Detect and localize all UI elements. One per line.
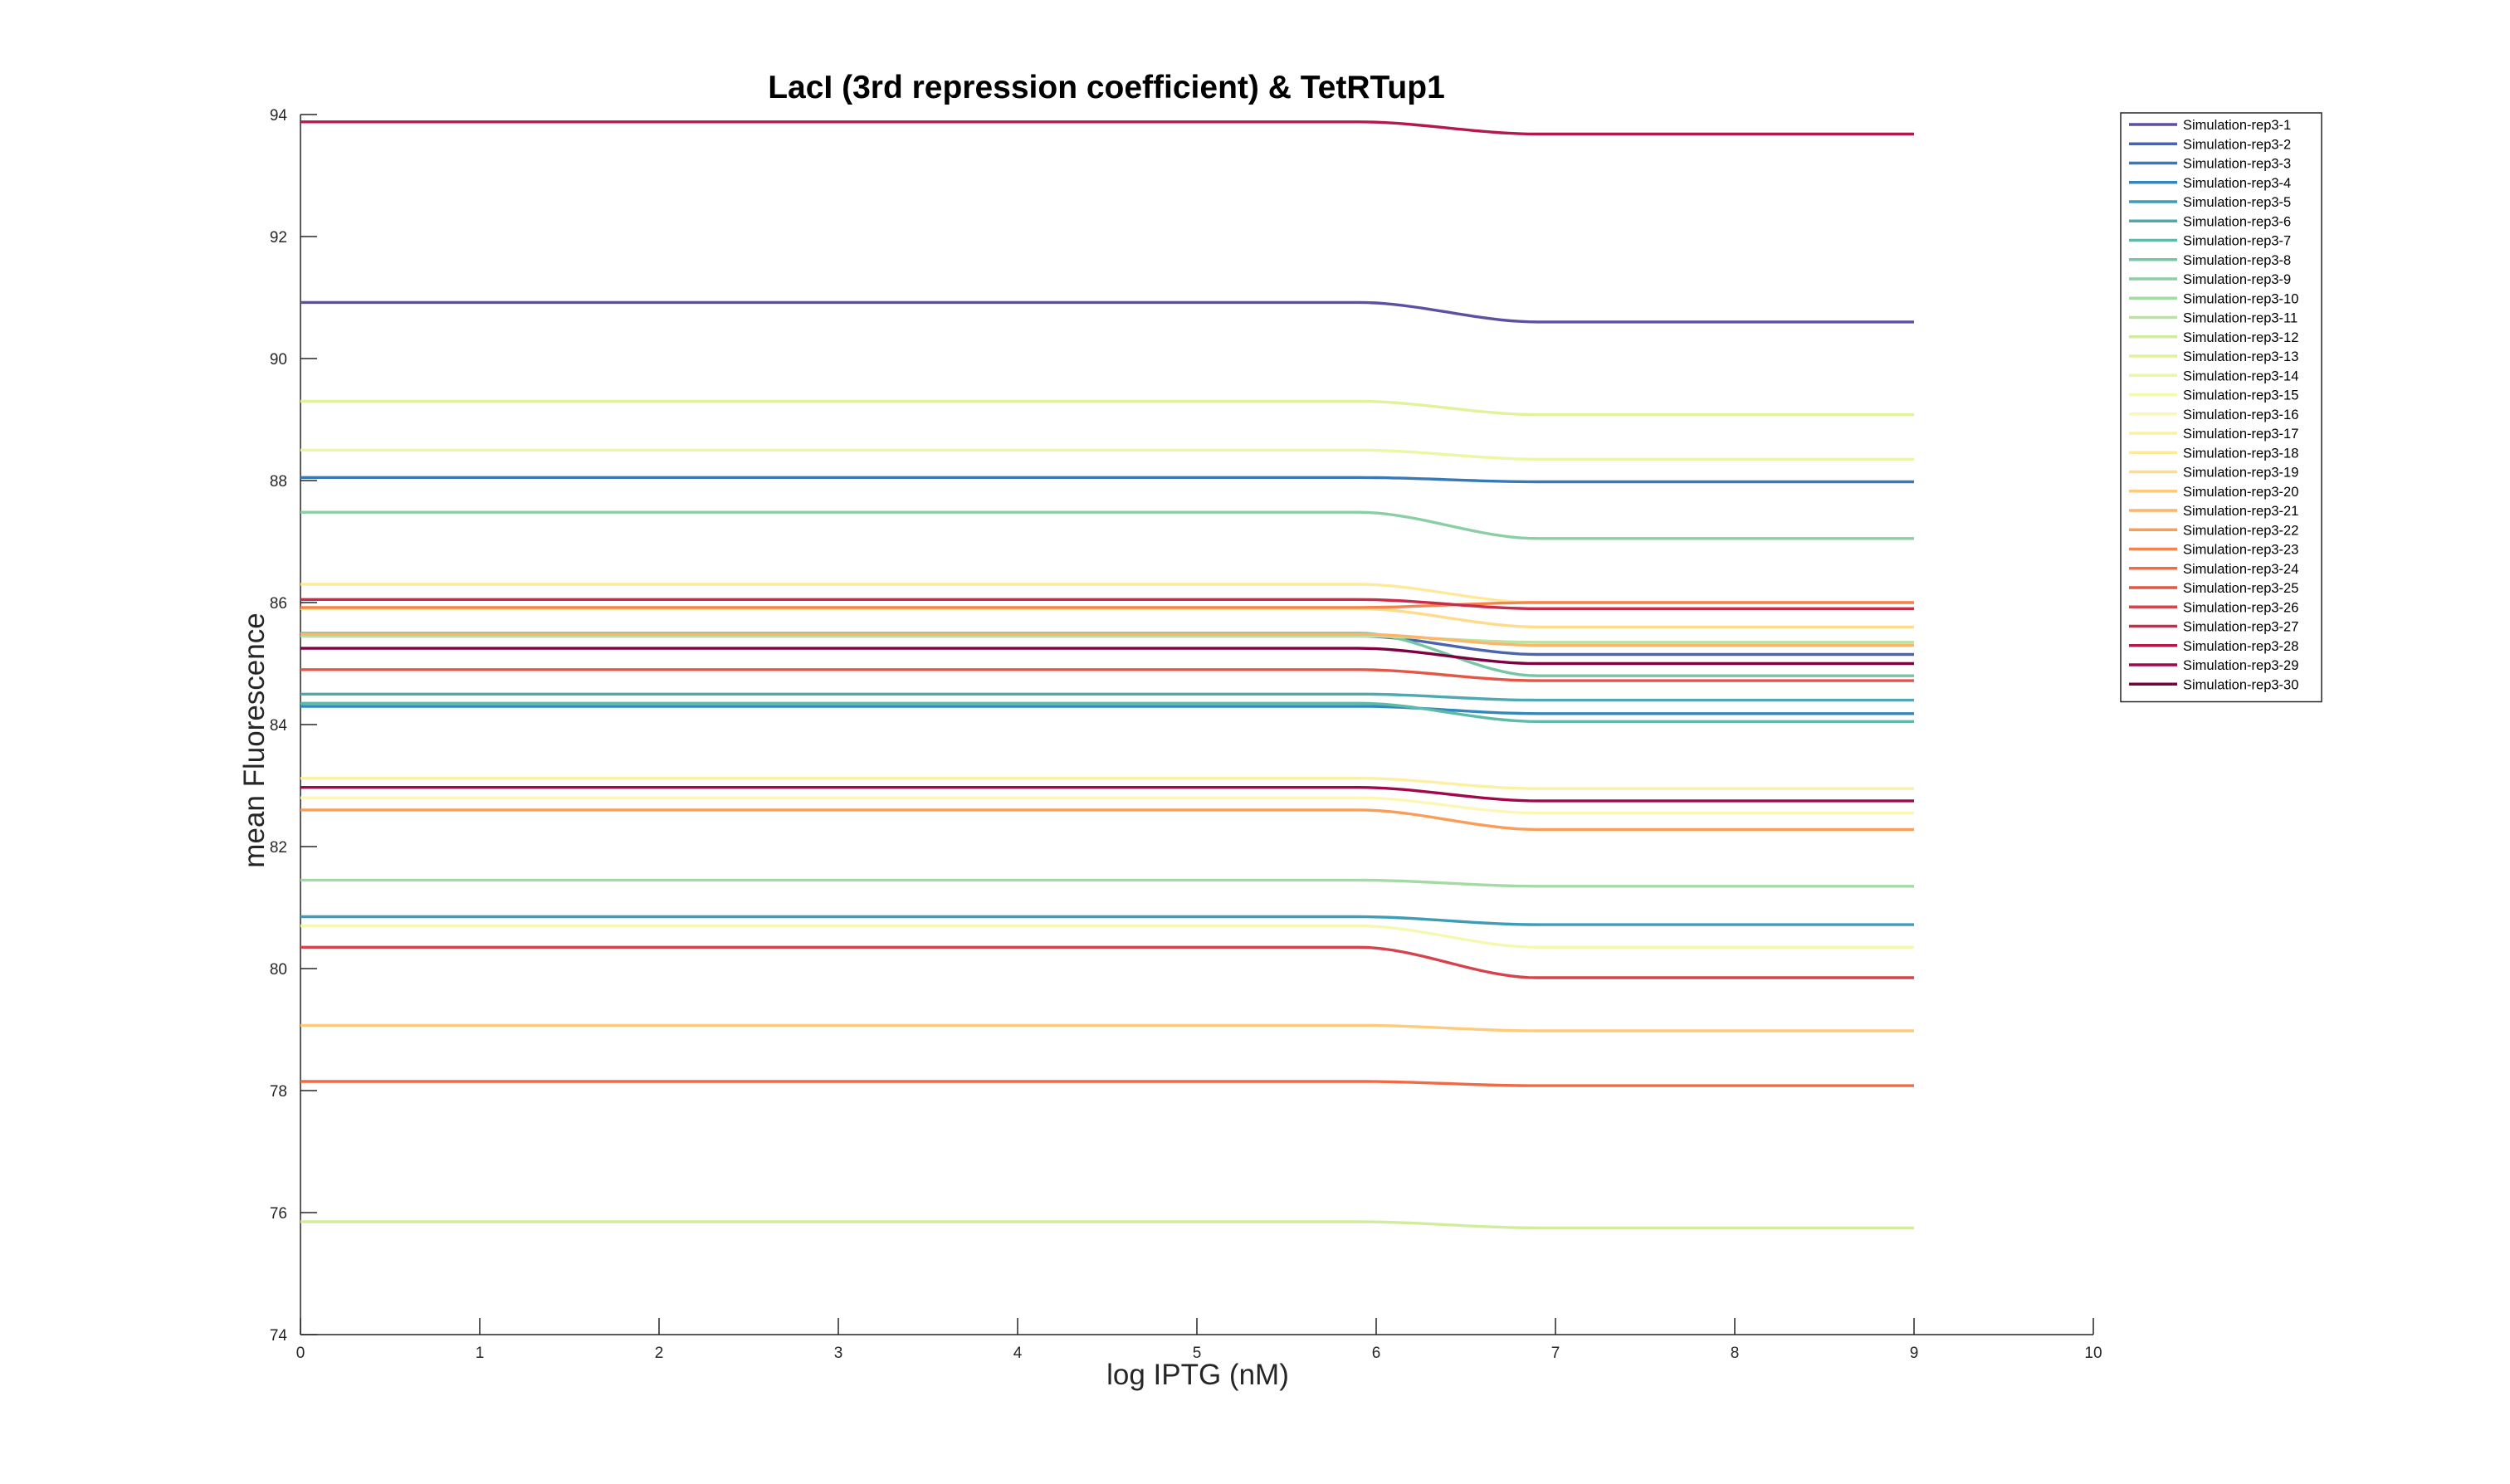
series-line-30 <box>300 647 1914 666</box>
y-tick-label: 82 <box>270 839 287 857</box>
series-line-5 <box>300 915 1914 926</box>
series-line-20 <box>300 1023 1914 1032</box>
legend-label: Simulation-rep3-26 <box>2183 600 2298 615</box>
y-tick-label: 74 <box>270 1327 288 1345</box>
legend-label: Simulation-rep3-12 <box>2183 330 2298 345</box>
legend-label: Simulation-rep3-22 <box>2183 523 2298 538</box>
legend-label: Simulation-rep3-30 <box>2183 677 2298 692</box>
legend-label: Simulation-rep3-2 <box>2183 137 2291 152</box>
legend-label: Simulation-rep3-1 <box>2183 118 2291 133</box>
series-line-22 <box>300 808 1914 832</box>
legend-label: Simulation-rep3-20 <box>2183 485 2298 500</box>
series-line-4 <box>300 705 1914 715</box>
legend-label: Simulation-rep3-25 <box>2183 581 2298 596</box>
legend-label: Simulation-rep3-27 <box>2183 620 2298 635</box>
series-line-21 <box>300 632 1914 647</box>
series-line-15 <box>300 924 1914 949</box>
series-line-25 <box>300 668 1914 682</box>
legend-label: Simulation-rep3-4 <box>2183 176 2291 191</box>
series-line-1 <box>300 300 1914 324</box>
series-line-10 <box>300 878 1914 888</box>
series-line-29 <box>300 786 1914 803</box>
y-tick-label: 90 <box>270 351 287 369</box>
series-line-28 <box>300 120 1914 136</box>
series-line-23 <box>300 601 1914 609</box>
legend-label: Simulation-rep3-23 <box>2183 543 2298 558</box>
chart-title: LacI (3rd repression coefficient) & TetR… <box>768 70 1445 105</box>
legend-label: Simulation-rep3-17 <box>2183 427 2298 442</box>
legend-label: Simulation-rep3-3 <box>2183 157 2291 172</box>
legend-label: Simulation-rep3-8 <box>2183 253 2291 268</box>
legend-label: Simulation-rep3-14 <box>2183 369 2298 383</box>
y-tick-label: 86 <box>270 595 287 613</box>
x-tick-label: 3 <box>834 1345 843 1362</box>
x-tick-label: 2 <box>655 1345 664 1362</box>
series-line-24 <box>300 1080 1914 1087</box>
x-tick-label: 4 <box>1013 1345 1023 1362</box>
x-tick-label: 0 <box>296 1345 305 1362</box>
x-tick-label: 7 <box>1551 1345 1560 1362</box>
legend-label: Simulation-rep3-11 <box>2183 311 2298 326</box>
y-axis-label: mean Fluorescence <box>238 613 271 867</box>
series-group <box>300 120 1914 1230</box>
legend: Simulation-rep3-1 Simulation-rep3-2 Simula… <box>2120 112 2322 703</box>
x-tick-label: 6 <box>1372 1345 1381 1362</box>
legend-box <box>2120 112 2322 703</box>
x-tick-label: 10 <box>2084 1345 2102 1362</box>
legend-label: Simulation-rep3-13 <box>2183 349 2298 364</box>
y-tick-label: 76 <box>270 1205 287 1223</box>
y-tick-label: 88 <box>270 473 287 491</box>
y-tick-label: 78 <box>270 1083 287 1101</box>
series-line-12 <box>300 1220 1914 1230</box>
series-line-6 <box>300 692 1914 702</box>
series-line-7 <box>300 701 1914 723</box>
x-axis-label: log IPTG (nM) <box>1106 1359 1289 1391</box>
series-line-13 <box>300 399 1914 417</box>
series-line-9 <box>300 510 1914 540</box>
series-line-16 <box>300 796 1914 815</box>
x-tick-label: 9 <box>1910 1345 1919 1362</box>
y-tick-label: 94 <box>270 107 288 124</box>
legend-label: Simulation-rep3-15 <box>2183 388 2298 403</box>
series-line-14 <box>300 448 1914 461</box>
legend-label: Simulation-rep3-6 <box>2183 214 2291 229</box>
y-tick-label: 92 <box>270 229 287 247</box>
series-line-11 <box>300 634 1914 644</box>
legend-label: Simulation-rep3-5 <box>2183 195 2291 210</box>
legend-label: Simulation-rep3-10 <box>2183 291 2298 306</box>
legend-label: Simulation-rep3-19 <box>2183 466 2298 481</box>
legend-label: Simulation-rep3-16 <box>2183 408 2298 422</box>
legend-label: Simulation-rep3-28 <box>2183 639 2298 654</box>
legend-label: Simulation-rep3-24 <box>2183 562 2298 577</box>
x-tick-label: 8 <box>1731 1345 1740 1362</box>
legend-label: Simulation-rep3-29 <box>2183 658 2298 673</box>
legend-label: Simulation-rep3-18 <box>2183 446 2298 461</box>
series-line-3 <box>300 476 1914 484</box>
legend-label: Simulation-rep3-21 <box>2183 504 2298 519</box>
legend-label: Simulation-rep3-7 <box>2183 234 2291 249</box>
legend-label: Simulation-rep3-9 <box>2183 272 2291 287</box>
y-tick-label: 80 <box>270 961 287 979</box>
series-line-17 <box>300 777 1914 790</box>
series-line-27 <box>300 598 1914 610</box>
x-tick-label: 5 <box>1193 1345 1202 1362</box>
y-tick-label: 84 <box>270 717 288 735</box>
series-line-26 <box>300 945 1914 979</box>
x-tick-label: 1 <box>476 1345 485 1362</box>
